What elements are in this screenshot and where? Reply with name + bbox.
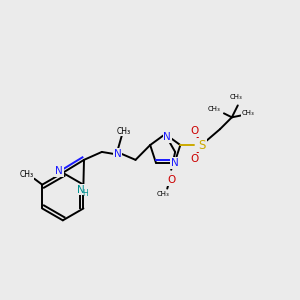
Text: CH₃: CH₃ [241, 110, 254, 116]
Text: N: N [114, 149, 122, 159]
Text: CH₃: CH₃ [157, 190, 169, 196]
Text: CH₃: CH₃ [208, 106, 220, 112]
Text: N: N [171, 158, 178, 168]
Text: O: O [167, 175, 175, 185]
Text: CH₃: CH₃ [19, 170, 33, 179]
Text: O: O [190, 154, 198, 164]
Text: O: O [190, 126, 198, 136]
Text: N: N [55, 166, 63, 176]
Text: CH₃: CH₃ [117, 127, 131, 136]
Text: S: S [198, 139, 206, 152]
Text: CH₃: CH₃ [230, 94, 242, 100]
Text: N: N [76, 184, 84, 195]
Text: H: H [82, 189, 88, 198]
Text: N: N [164, 132, 171, 142]
